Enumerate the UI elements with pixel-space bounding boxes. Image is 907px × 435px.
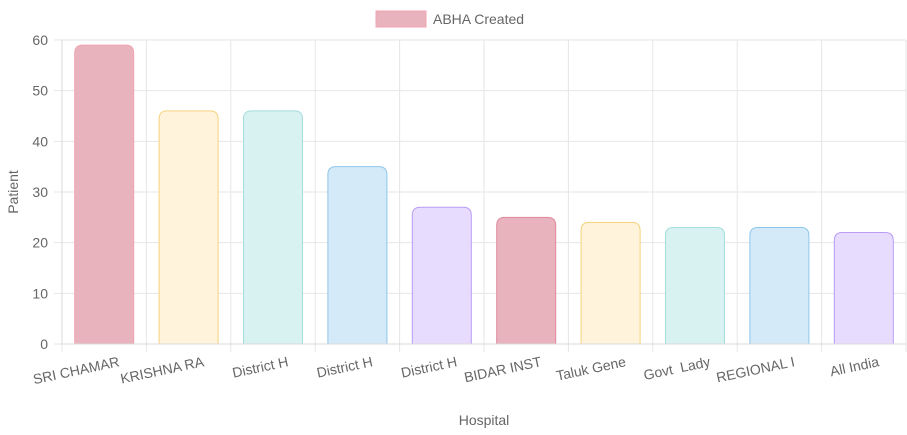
y-tick-label: 50 (32, 83, 48, 99)
y-tick-label: 0 (40, 336, 48, 352)
y-tick-label: 40 (32, 133, 48, 149)
y-axis-title: Patient (5, 170, 21, 214)
bar[interactable] (411, 206, 472, 345)
x-tick-label: REGIONAL I (715, 353, 796, 385)
y-tick-label: 30 (32, 184, 48, 200)
x-tick-label: Taluk Gene (555, 353, 628, 383)
bar[interactable] (833, 232, 894, 345)
bar[interactable] (243, 110, 303, 345)
bar[interactable] (496, 216, 557, 345)
x-tick-label: All India (828, 353, 880, 379)
x-axis-title: Hospital (459, 412, 510, 428)
y-tick-labels: 0 10 20 30 40 50 60 (32, 32, 48, 352)
x-tick-label: District H (315, 353, 374, 380)
legend[interactable]: ABHA Created (375, 10, 524, 28)
y-tick-label: 20 (32, 235, 48, 251)
bar[interactable] (158, 110, 219, 345)
bar[interactable] (580, 221, 641, 345)
bar[interactable] (74, 44, 135, 345)
bar[interactable] (327, 166, 388, 345)
x-tick-label: District H (231, 353, 290, 380)
x-tick-label: KRISHNA RA (119, 353, 206, 386)
axes (61, 40, 906, 345)
legend-label: ABHA Created (433, 11, 524, 27)
legend-swatch (375, 10, 427, 28)
bar[interactable] (749, 226, 810, 345)
x-tick-label: SRI CHAMAR (32, 353, 121, 387)
bar[interactable] (665, 226, 725, 345)
bars (74, 44, 894, 345)
x-tick-label: BIDAR INST (463, 353, 544, 385)
x-tick-label: Govt Lady (642, 353, 712, 383)
y-tick-label: 60 (32, 32, 48, 48)
x-tick-label: District H (400, 353, 459, 380)
y-tick-label: 10 (32, 285, 48, 301)
